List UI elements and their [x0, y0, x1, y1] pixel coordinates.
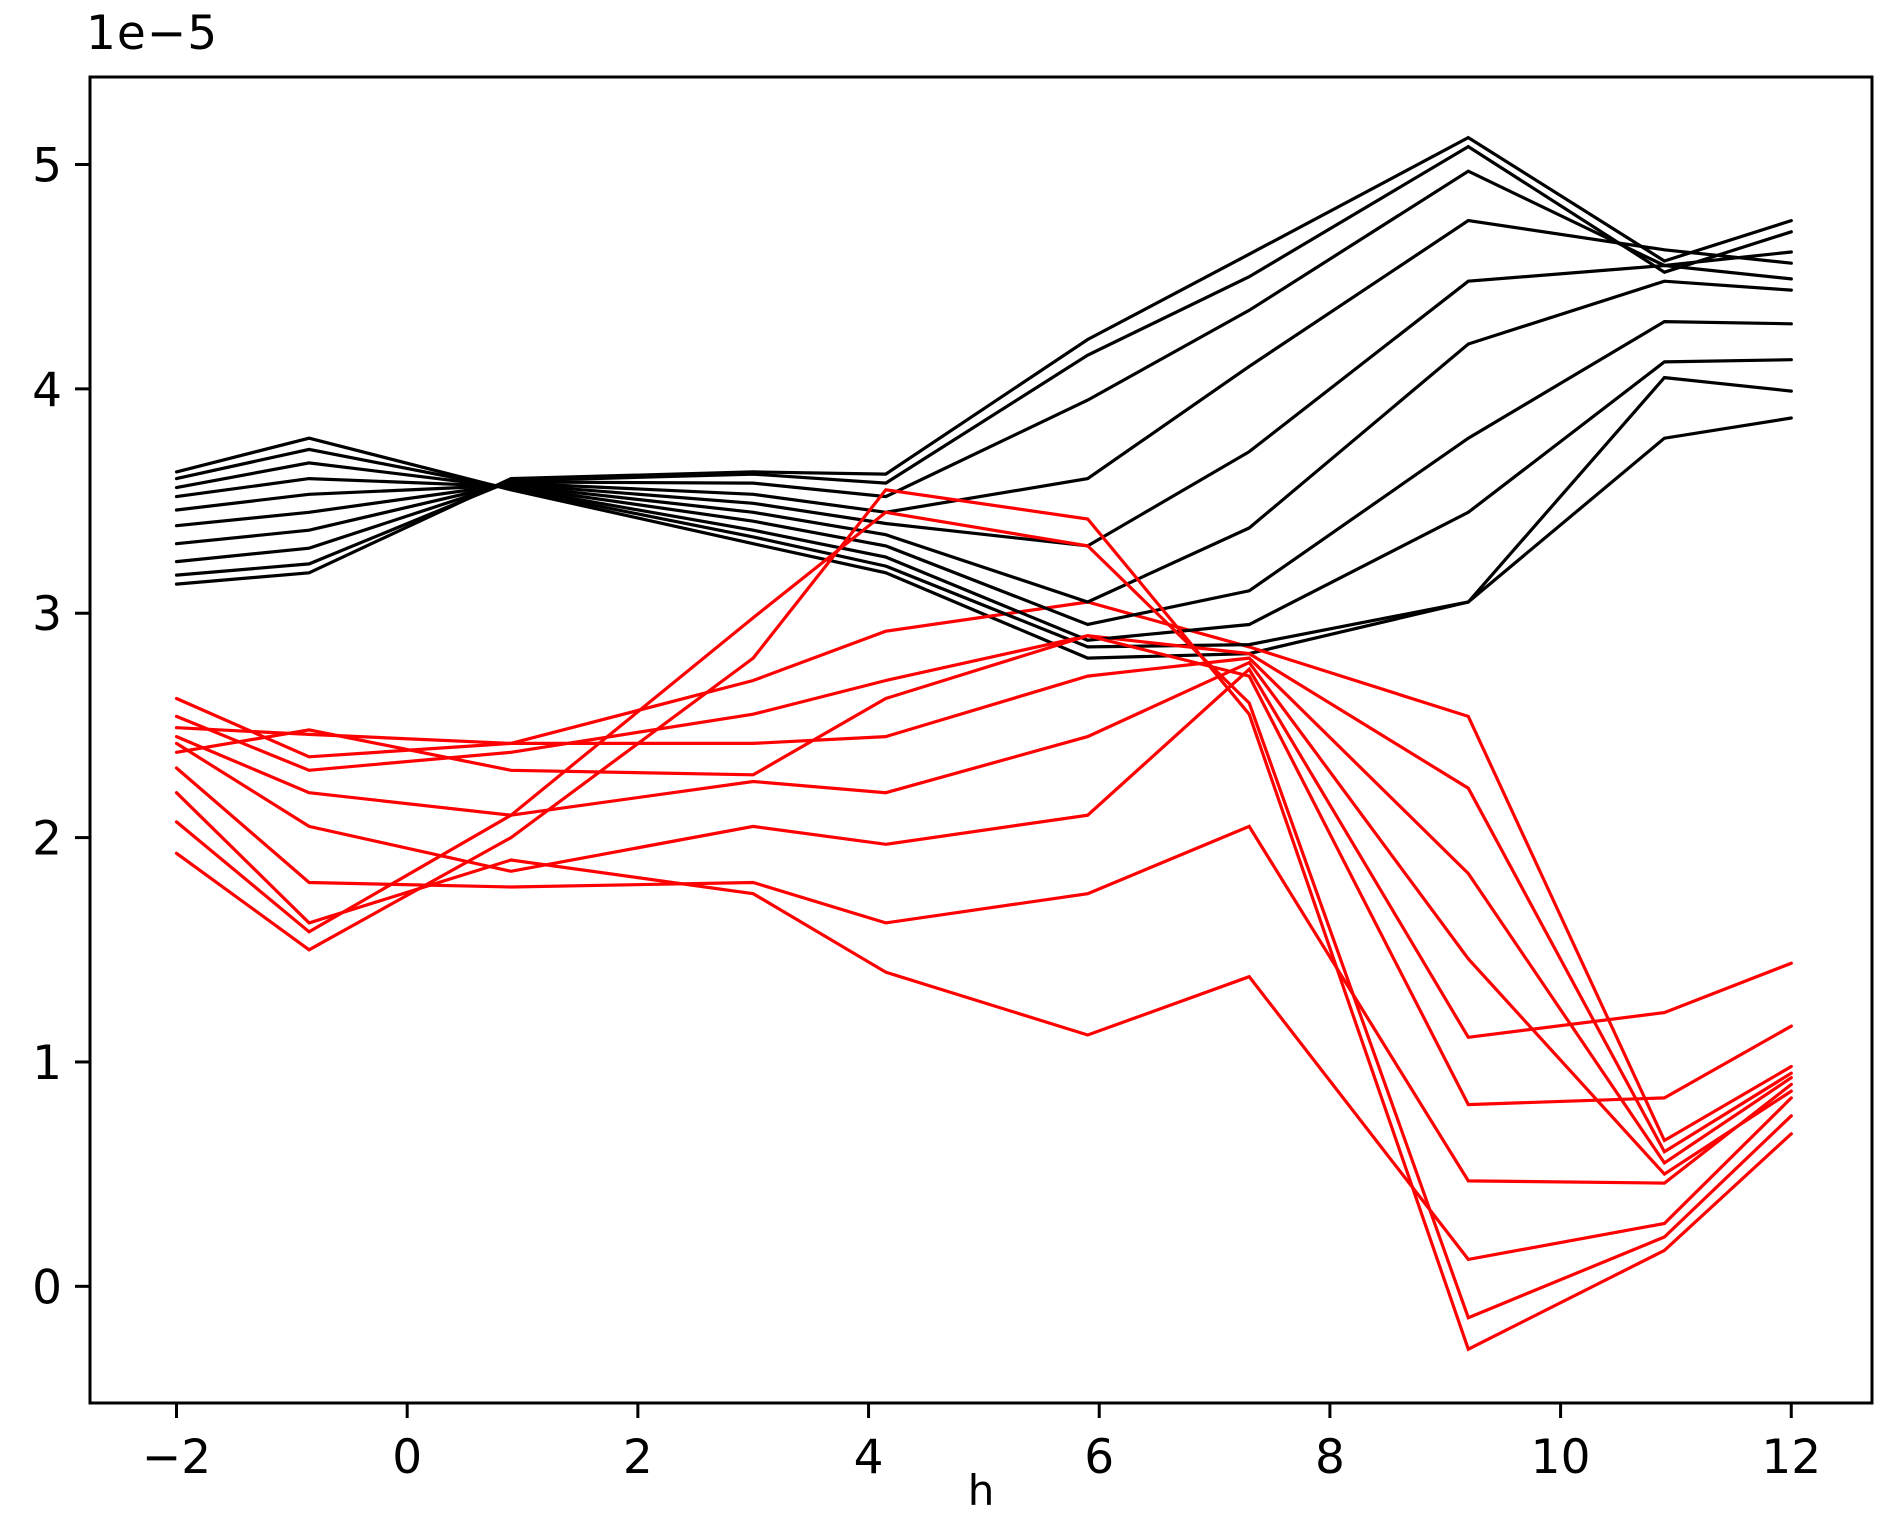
series-line-red-6	[174, 766, 1793, 1185]
series-line-black-4	[174, 279, 1793, 604]
series-line-red-2	[174, 656, 1793, 1166]
series-line-black-2	[174, 358, 1793, 642]
y-tick-label: 2	[32, 812, 62, 867]
axes-spines	[88, 75, 1874, 1405]
x-tick-label: 10	[1531, 1430, 1591, 1485]
series-line-black-8	[174, 144, 1793, 577]
series-line-red-8	[174, 510, 1793, 1320]
x-tick-label: 4	[854, 1430, 884, 1485]
x-tick-label: 8	[1315, 1430, 1345, 1485]
y-tick-label: 4	[32, 363, 62, 418]
y-tick-label: 1	[32, 1036, 62, 1091]
y-tick-label: 5	[32, 139, 62, 194]
y-axis-offset-label: 1e−5	[86, 6, 219, 61]
series-line-red-4	[174, 666, 1793, 1040]
series-line-red-1	[174, 634, 1793, 1154]
x-tick-label: 12	[1761, 1430, 1821, 1485]
y-tick-label: 3	[32, 587, 62, 642]
x-tick-label: 6	[1084, 1430, 1114, 1485]
series-line-red-5	[174, 634, 1793, 1107]
series-line-black-5	[174, 263, 1793, 548]
x-tick-label: 2	[623, 1430, 653, 1485]
series-line-black-6	[174, 218, 1793, 546]
x-axis-label: h	[967, 1466, 995, 1515]
series-line-black-1	[174, 375, 1793, 649]
series-line-red-3	[174, 660, 1793, 1177]
series-line-black-3	[174, 319, 1793, 627]
x-tick-label: 0	[392, 1430, 422, 1485]
series-line-red-0	[174, 600, 1793, 1143]
series-line-black-0	[174, 416, 1793, 660]
series-line-red-7	[174, 791, 1793, 1262]
x-tick-label: −2	[142, 1430, 211, 1485]
series-line-red-9	[174, 488, 1793, 1352]
y-tick-label: 0	[32, 1260, 62, 1315]
series-line-black-7	[174, 169, 1793, 564]
series-line-black-9	[174, 135, 1793, 586]
